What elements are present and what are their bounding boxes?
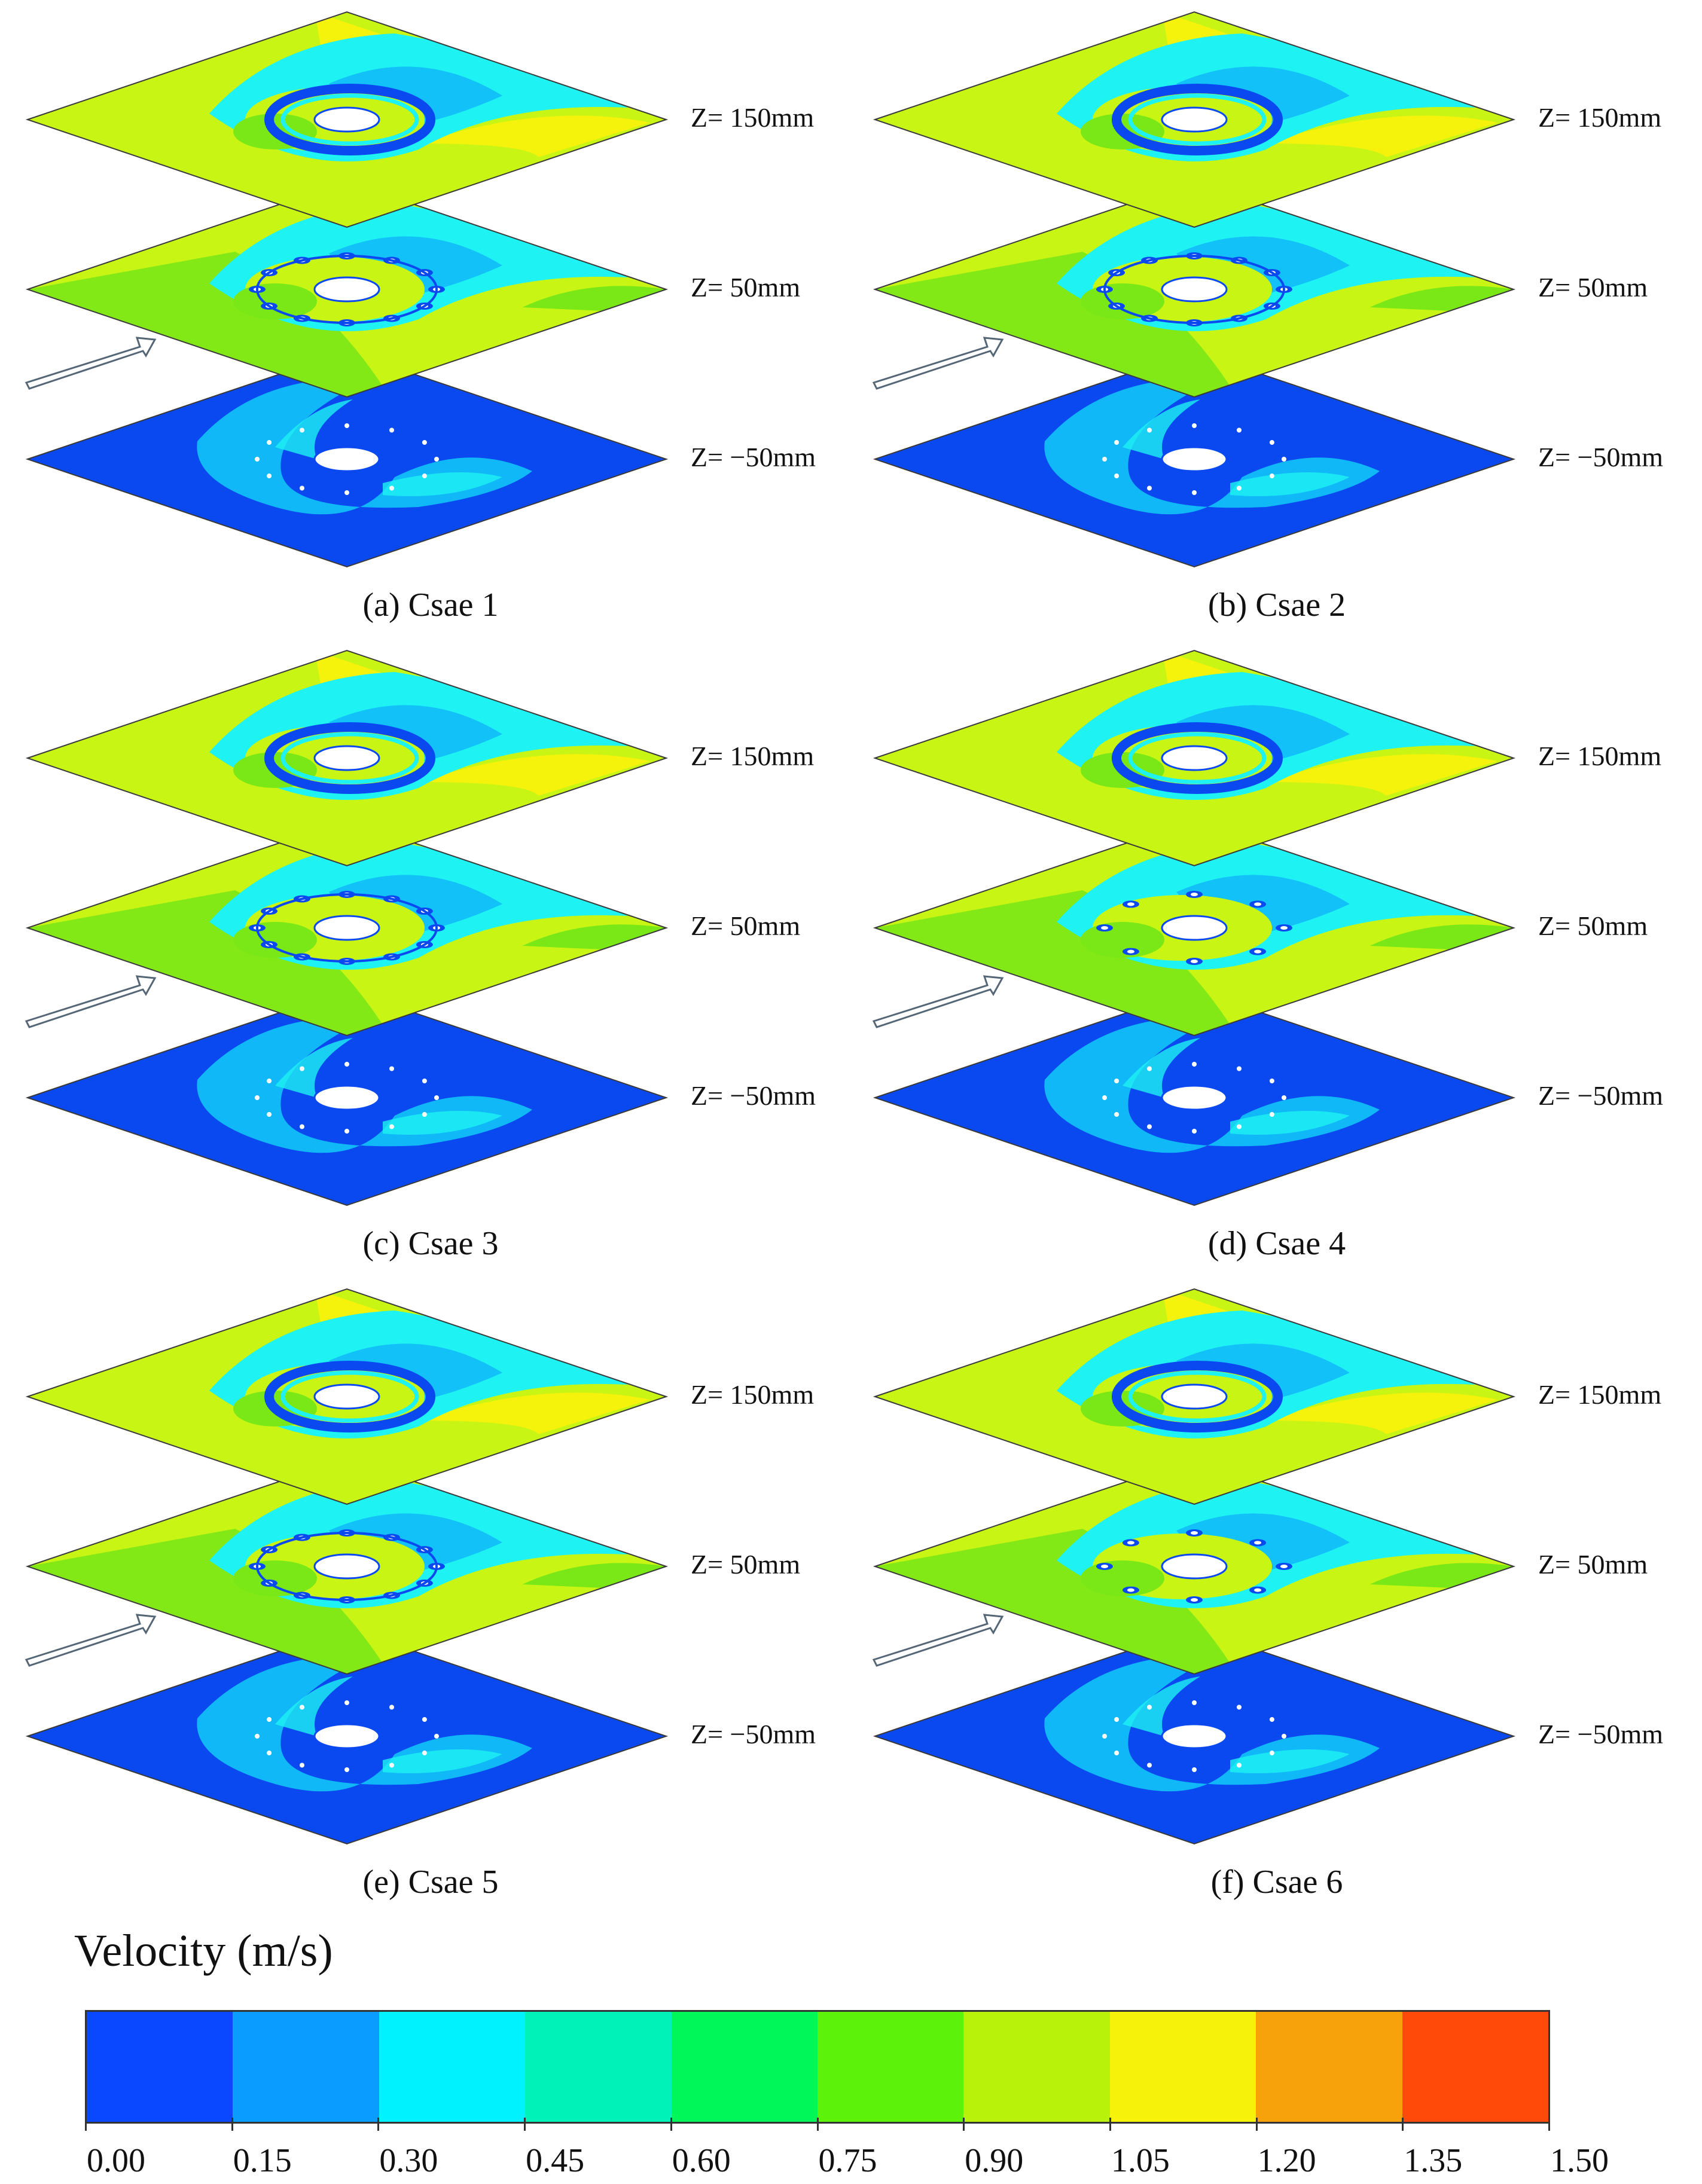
legend-tick-label: 0.00 bbox=[87, 2142, 145, 2179]
contour-plane-fill bbox=[875, 1289, 1514, 1504]
layer-label: Z= 50mm bbox=[691, 272, 800, 303]
legend-tick-mark bbox=[377, 2118, 380, 2131]
legend-tick-row: 0.00 0.15 0.30 0.45 0.60 0.75 0.90 1.05 1.20 1.35… bbox=[0, 2118, 1702, 2183]
legend-tick-mark bbox=[1402, 2118, 1404, 2131]
legend-swatch bbox=[671, 2012, 818, 2122]
legend-tick-mark bbox=[670, 2118, 672, 2131]
plane-outline bbox=[25, 1288, 669, 1505]
plane-outline bbox=[25, 1627, 669, 1845]
layer-label: Z= 50mm bbox=[1538, 272, 1648, 303]
legend-swatch bbox=[963, 2012, 1110, 2122]
layer-label: Z= −50mm bbox=[691, 442, 816, 472]
legend-tick-mark bbox=[231, 2118, 233, 2131]
inflow-arrow bbox=[25, 1614, 157, 1667]
plane-outline bbox=[873, 989, 1516, 1206]
panel-caption: (d) Csae 4 bbox=[1208, 1225, 1346, 1262]
legend-tick-mark bbox=[1109, 2118, 1111, 2131]
legend-tick-label: 0.30 bbox=[379, 2142, 438, 2179]
layer-label: Z= 150mm bbox=[691, 1379, 814, 1410]
case-panel: Z= 150mm Z= 50mm Z= −50mm (e) Csae 5 bbox=[25, 1288, 816, 1901]
panel-caption: (f) Csae 6 bbox=[1211, 1864, 1343, 1901]
layer-label: Z= −50mm bbox=[1538, 1080, 1663, 1111]
plane-outline bbox=[873, 11, 1516, 228]
legend-tick-mark bbox=[85, 2118, 87, 2131]
inflow-arrow bbox=[872, 1614, 1004, 1667]
contour-plane-fill bbox=[875, 12, 1514, 227]
legend-tick-mark bbox=[1255, 2118, 1258, 2131]
velocity-color-bar bbox=[85, 2010, 1550, 2124]
legend-tick-label: 1.20 bbox=[1257, 2142, 1316, 2179]
plane-outline bbox=[25, 649, 669, 867]
legend-swatch bbox=[1402, 2012, 1549, 2122]
layer-label: Z= 150mm bbox=[691, 741, 814, 771]
legend-swatch bbox=[1109, 2012, 1256, 2122]
plane-outline bbox=[873, 1458, 1516, 1675]
legend-tick-mark bbox=[524, 2118, 526, 2131]
case-panel: Z= 150mm Z= 50mm Z= −50mm (c) Csae 3 bbox=[25, 649, 816, 1262]
legend-tick-mark bbox=[816, 2118, 819, 2131]
layer-label: Z= −50mm bbox=[691, 1080, 816, 1111]
legend-title: Velocity (m/s) bbox=[74, 1926, 333, 1976]
plane-outline bbox=[873, 181, 1516, 398]
plane-outline bbox=[25, 350, 669, 568]
layer-label: Z= 150mm bbox=[1538, 1379, 1661, 1410]
plane-outline bbox=[25, 11, 669, 228]
contour-plane-fill bbox=[28, 650, 666, 866]
plane-outline bbox=[25, 181, 669, 398]
legend-swatch bbox=[1256, 2012, 1402, 2122]
contour-plane-fill bbox=[875, 650, 1514, 866]
layer-label: Z= −50mm bbox=[691, 1719, 816, 1749]
legend-tick-label: 0.45 bbox=[526, 2142, 585, 2179]
case-panel: Z= 150mm Z= 50mm Z= −50mm (a) Csae 1 bbox=[25, 11, 816, 624]
legend-swatch bbox=[818, 2012, 964, 2122]
legend-tick-label: 0.90 bbox=[965, 2142, 1024, 2179]
contour-plane-fill bbox=[28, 1289, 666, 1504]
plane-outline bbox=[25, 989, 669, 1206]
legend-tick-label: 1.35 bbox=[1404, 2142, 1463, 2179]
contour-plane-fill bbox=[28, 12, 666, 227]
layer-label: Z= −50mm bbox=[1538, 442, 1663, 472]
layer-label: Z= 50mm bbox=[691, 1549, 800, 1580]
layer-label: Z= 50mm bbox=[1538, 911, 1648, 941]
legend-swatch bbox=[233, 2012, 379, 2122]
panel-caption: (e) Csae 5 bbox=[362, 1864, 498, 1901]
legend-tick-mark bbox=[963, 2118, 965, 2131]
layer-label: Z= 150mm bbox=[1538, 102, 1661, 133]
legend-tick-label: 0.60 bbox=[672, 2142, 731, 2179]
panel-caption: (b) Csae 2 bbox=[1208, 587, 1346, 624]
legend-swatch bbox=[525, 2012, 672, 2122]
legend-tick-label: 0.75 bbox=[818, 2142, 877, 2179]
layer-label: Z= 150mm bbox=[691, 102, 814, 133]
layer-label: Z= 50mm bbox=[691, 911, 800, 941]
plane-outline bbox=[25, 1458, 669, 1675]
panel-caption: (c) Csae 3 bbox=[362, 1225, 498, 1262]
layer-label: Z= 50mm bbox=[1538, 1549, 1648, 1580]
layer-label: Z= 150mm bbox=[1538, 741, 1661, 771]
inflow-arrow bbox=[25, 337, 157, 390]
panel-caption: (a) Csae 1 bbox=[362, 587, 498, 624]
inflow-arrow bbox=[25, 975, 157, 1028]
inflow-arrow bbox=[872, 337, 1004, 390]
case-panel: Z= 150mm Z= 50mm Z= −50mm (d) Csae 4 bbox=[872, 649, 1663, 1262]
plane-outline bbox=[873, 350, 1516, 568]
legend-tick-mark bbox=[1548, 2118, 1550, 2131]
layer-label: Z= −50mm bbox=[1538, 1719, 1663, 1749]
legend-swatch bbox=[87, 2012, 233, 2122]
legend-tick-label: 1.05 bbox=[1111, 2142, 1170, 2179]
legend-tick-label: 0.15 bbox=[233, 2142, 292, 2179]
case-panel: Z= 150mm Z= 50mm Z= −50mm (f) Csae 6 bbox=[872, 1288, 1663, 1901]
legend-tick-label: 1.50 bbox=[1550, 2142, 1609, 2179]
plane-outline bbox=[873, 819, 1516, 1037]
plane-outline bbox=[873, 1627, 1516, 1845]
legend-swatch bbox=[379, 2012, 526, 2122]
plane-outline bbox=[873, 649, 1516, 867]
inflow-arrow bbox=[872, 975, 1004, 1028]
case-panel: Z= 150mm Z= 50mm Z= −50mm (b) Csae 2 bbox=[872, 11, 1663, 624]
plane-outline bbox=[873, 1288, 1516, 1505]
plane-outline bbox=[25, 819, 669, 1037]
